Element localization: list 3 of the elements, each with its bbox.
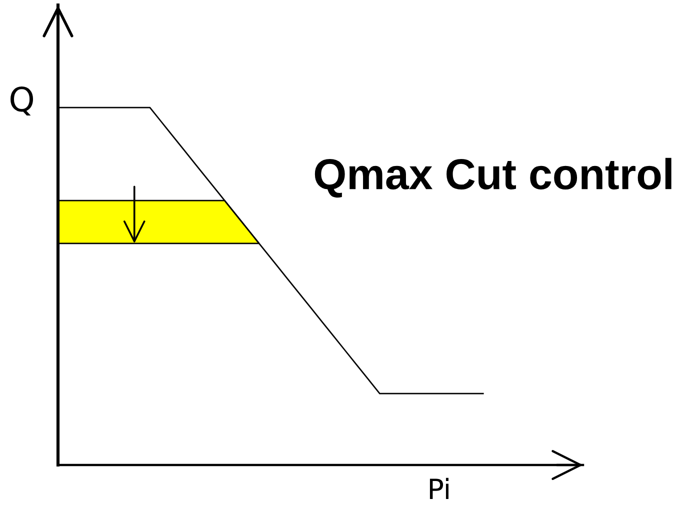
text: Qmax Cut control	[314, 158, 672, 198]
y-axis-title: Q	[10, 86, 34, 116]
x-axis-title: Pi	[430, 478, 448, 499]
